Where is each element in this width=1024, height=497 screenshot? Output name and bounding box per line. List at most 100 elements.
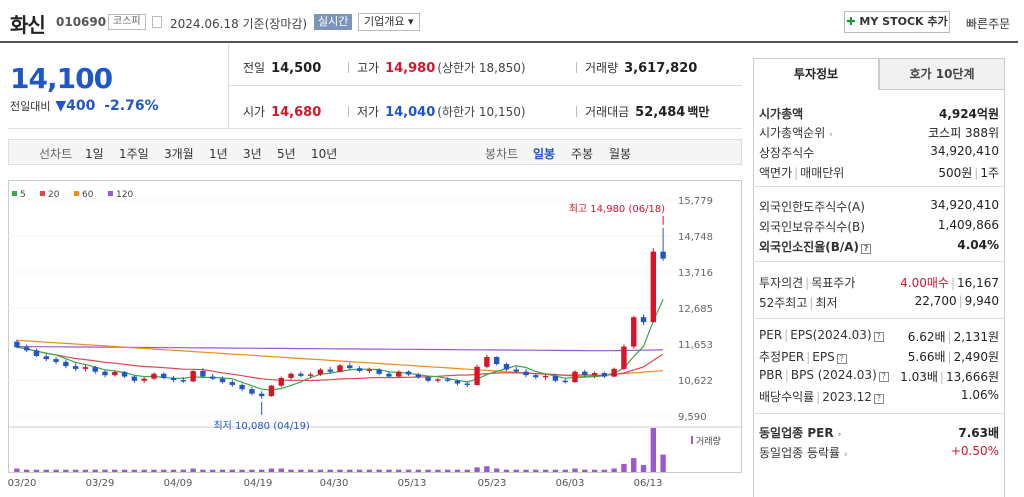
candle-body: [180, 380, 187, 382]
row-sector-rate[interactable]: 동일업종 등락률 › +0.50%: [759, 444, 999, 460]
period-10y[interactable]: 10년: [311, 147, 338, 161]
legend-label: 20: [48, 190, 60, 200]
candle-body: [611, 368, 617, 377]
help-icon[interactable]: ?: [836, 354, 847, 364]
candle-body: [288, 373, 294, 378]
volume-bar: [180, 469, 187, 472]
volume-bar: [229, 469, 235, 472]
candle-body: [347, 365, 353, 369]
volume-bar: [660, 454, 666, 472]
volume-bar: [249, 469, 255, 472]
help-icon[interactable]: ?: [873, 332, 884, 342]
candle-monthly[interactable]: 월봉: [609, 147, 632, 161]
candle-body: [660, 251, 666, 259]
help-icon[interactable]: ?: [878, 372, 889, 382]
volume-bar: [611, 468, 617, 472]
realtime-button[interactable]: 실시간: [314, 14, 353, 30]
candle-body: [102, 371, 108, 376]
volume: 거래량 3,617,820: [576, 59, 697, 76]
row-sector-per[interactable]: 동일업종 PER › 7.63배: [759, 426, 999, 440]
candle-body: [454, 380, 461, 384]
period-1w[interactable]: 1주일: [119, 147, 149, 161]
volume-bar: [474, 467, 480, 472]
period-1d[interactable]: 1일: [85, 147, 104, 161]
candle-daily[interactable]: 일봉: [533, 147, 556, 161]
legend-label: 5: [20, 190, 26, 200]
tab-invest-info[interactable]: 투자정보: [753, 58, 879, 90]
volume-bar: [102, 469, 108, 472]
volume-bar: [582, 469, 588, 472]
row-dividend: 배당수익률 | 2023.12? 1.06%: [759, 388, 999, 404]
candle-body: [82, 367, 89, 369]
volume-bar: [552, 469, 559, 472]
candle-weekly[interactable]: 주봉: [571, 147, 594, 161]
y-tick-label: 12,685: [678, 304, 713, 315]
volume-bar: [43, 469, 49, 472]
x-tick-label: 03/20: [8, 478, 36, 489]
candle-body: [317, 369, 324, 375]
volume-bar: [72, 469, 79, 472]
period-3y[interactable]: 3년: [243, 147, 262, 161]
volume-bar: [131, 469, 138, 472]
divider: [8, 128, 742, 129]
candle-body: [484, 357, 490, 367]
volume-bar: [484, 466, 490, 472]
volume-bar: [425, 469, 431, 472]
candle-body: [415, 374, 422, 378]
candle-body: [513, 369, 519, 372]
x-tick-label: 04/09: [164, 478, 193, 489]
volume-label: 거래량: [696, 435, 721, 447]
row-market-cap: 시가총액 4,924억원: [759, 107, 999, 121]
candle-body: [640, 317, 647, 323]
period-3m[interactable]: 3개월: [164, 147, 194, 161]
help-icon[interactable]: ?: [873, 394, 884, 404]
header-divider: [0, 41, 1018, 43]
candle-body: [601, 373, 608, 377]
x-tick-label: 03/29: [86, 478, 115, 489]
divider: [228, 85, 742, 86]
volume-bar: [288, 469, 294, 472]
volume-bar: [386, 469, 392, 472]
candle-body: [533, 375, 539, 378]
row-foreign-limit: 외국인한도주식수(A) 34,920,410: [759, 198, 999, 214]
period-1y[interactable]: 1년: [209, 147, 228, 161]
candle-body: [572, 371, 578, 383]
volume-bar: [464, 469, 470, 472]
volume-bar: [601, 469, 608, 472]
tab-hoga-10[interactable]: 호가 10단계: [879, 58, 1005, 90]
row-pbr-bps: PBR | BPS (2024.03)? 1.03배 | 13,666원: [759, 368, 999, 384]
candle-chart-button[interactable]: 봉차트: [485, 147, 519, 161]
period-5y[interactable]: 5년: [277, 147, 296, 161]
candle-body: [435, 379, 441, 381]
candle-body: [621, 346, 627, 369]
line-chart-button[interactable]: 선차트: [39, 147, 73, 161]
x-tick-label: 05/13: [398, 478, 427, 489]
quote-date: 2024.06.18 기준(장마감): [170, 17, 308, 31]
legend-label: 60: [82, 190, 94, 200]
divider: [753, 186, 1005, 187]
volume-bar: [542, 469, 549, 472]
row-market-cap-rank[interactable]: 시가총액순위 › 코스피 388위: [759, 126, 999, 140]
stock-header: 화신 010690 코스피 2024.06.18 기준(장마감) 실시간 기업개…: [0, 0, 1024, 43]
chart-frame: [8, 180, 742, 473]
volume-bar: [445, 469, 451, 472]
volume-bar: [650, 428, 657, 472]
help-icon[interactable]: ?: [861, 244, 872, 254]
candle-body: [43, 356, 49, 360]
legend-swatch: [40, 191, 45, 196]
mystock-add-button[interactable]: ✚ MY STOCK 추가: [844, 11, 950, 33]
corp-overview-dropdown[interactable]: 기업개요 ▾: [358, 13, 420, 31]
candle-body: [131, 376, 138, 381]
calendar-icon: [152, 16, 162, 28]
candle-body: [92, 367, 98, 372]
candle-body: [190, 370, 196, 382]
y-tick-label: 10,622: [678, 376, 713, 387]
volume-bar: [298, 469, 304, 472]
volume-bar: [503, 469, 510, 472]
candle-body: [582, 371, 588, 376]
quick-order-link[interactable]: 빠른주문: [966, 17, 1011, 31]
candle-body: [229, 382, 235, 385]
volume-bar: [23, 469, 30, 472]
min-annotation: 최저 10,080 (04/19): [213, 420, 309, 432]
candle-body: [14, 341, 20, 348]
